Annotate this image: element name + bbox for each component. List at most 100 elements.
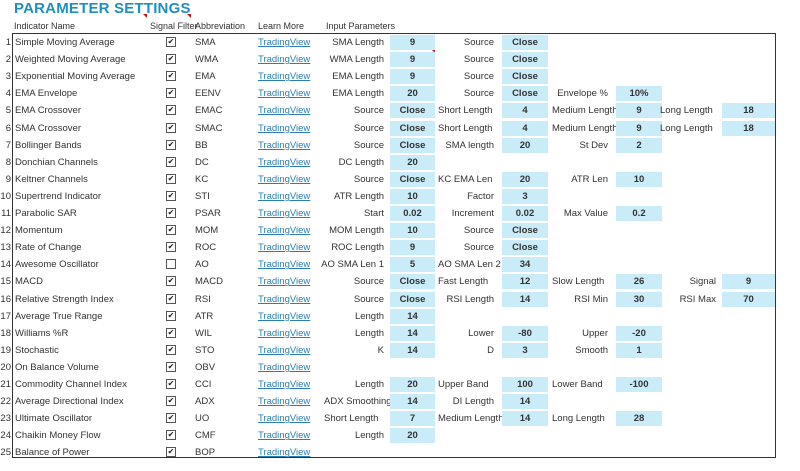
learn-more-link[interactable]: TradingView: [258, 379, 311, 390]
learn-more-link[interactable]: TradingView: [258, 413, 311, 425]
param-value-input[interactable]: Close: [502, 35, 548, 50]
comment-marker[interactable]: [143, 14, 147, 18]
param-value-input[interactable]: Close: [390, 171, 435, 187]
learn-more-link[interactable]: TradingView: [258, 361, 311, 373]
param-value-input[interactable]: 4: [502, 103, 548, 119]
signal-filter-checkbox[interactable]: ✔: [166, 327, 176, 338]
param-value-input[interactable]: 34: [502, 257, 548, 273]
signal-filter-checkbox[interactable]: ✔: [166, 54, 176, 65]
learn-more-link[interactable]: TradingView: [258, 122, 311, 134]
param-value-input[interactable]: 28: [616, 411, 662, 427]
learn-more-link[interactable]: TradingView: [258, 396, 311, 408]
param-value-input[interactable]: -80: [502, 325, 548, 341]
learn-more-link[interactable]: TradingView: [258, 344, 311, 356]
param-value-input[interactable]: 14: [390, 394, 435, 410]
signal-filter-checkbox[interactable]: ✔: [166, 225, 176, 236]
param-value-input[interactable]: 10: [390, 188, 435, 204]
learn-more-link[interactable]: TradingView: [258, 88, 311, 100]
param-value-input[interactable]: 0.02: [390, 206, 435, 221]
param-value-input[interactable]: 26: [616, 274, 662, 290]
learn-more-link[interactable]: TradingView: [258, 310, 311, 322]
learn-more-link[interactable]: TradingView: [258, 225, 311, 237]
param-value-input[interactable]: 100: [502, 377, 548, 392]
param-value-input[interactable]: 0.2: [616, 206, 662, 221]
param-value-input[interactable]: 18: [722, 120, 775, 136]
comment-marker[interactable]: [187, 14, 191, 18]
learn-more-link[interactable]: TradingView: [258, 37, 311, 48]
param-value-input[interactable]: 20: [390, 86, 435, 102]
param-value-input[interactable]: 14: [502, 411, 548, 427]
param-value-input[interactable]: 5: [390, 257, 435, 273]
param-value-input[interactable]: 70: [722, 291, 775, 307]
learn-more-link[interactable]: TradingView: [258, 156, 311, 168]
param-value-input[interactable]: 14: [502, 394, 548, 410]
signal-filter-checkbox[interactable]: ✔: [166, 122, 176, 133]
param-value-input[interactable]: 14: [390, 325, 435, 341]
param-value-input[interactable]: 20: [502, 137, 548, 153]
learn-more-link[interactable]: TradingView: [258, 105, 311, 117]
param-value-input[interactable]: 14: [502, 291, 548, 307]
learn-more-link[interactable]: TradingView: [258, 208, 311, 219]
param-value-input[interactable]: Close: [502, 52, 548, 68]
param-value-input[interactable]: 9: [390, 52, 435, 68]
param-value-input[interactable]: 14: [390, 342, 435, 358]
param-value-input[interactable]: 20: [390, 377, 435, 392]
comment-marker[interactable]: [431, 49, 435, 53]
signal-filter-checkbox[interactable]: ✔: [166, 208, 176, 218]
signal-filter-checkbox[interactable]: ✔: [166, 413, 176, 424]
learn-more-link[interactable]: TradingView: [258, 447, 311, 459]
param-value-input[interactable]: Close: [502, 69, 548, 85]
signal-filter-checkbox[interactable]: ✔: [166, 310, 176, 321]
signal-filter-checkbox[interactable]: ✔: [166, 293, 176, 304]
param-value-input[interactable]: 4: [502, 120, 548, 136]
learn-more-link[interactable]: TradingView: [258, 139, 311, 151]
learn-more-link[interactable]: TradingView: [258, 71, 311, 83]
signal-filter-checkbox[interactable]: ✔: [166, 276, 176, 287]
signal-filter-checkbox[interactable]: ✔: [166, 344, 176, 355]
param-value-input[interactable]: 12: [502, 274, 548, 290]
signal-filter-checkbox[interactable]: ✔: [166, 105, 176, 116]
signal-filter-checkbox[interactable]: ✔: [166, 173, 176, 184]
param-value-input[interactable]: 20: [502, 171, 548, 187]
signal-filter-checkbox[interactable]: ✔: [166, 430, 176, 441]
signal-filter-checkbox[interactable]: ✔: [166, 447, 176, 458]
param-value-input[interactable]: Close: [502, 240, 548, 256]
param-value-input[interactable]: -20: [616, 325, 662, 341]
learn-more-link[interactable]: TradingView: [258, 242, 311, 254]
param-value-input[interactable]: 10%: [616, 86, 662, 102]
learn-more-link[interactable]: TradingView: [258, 190, 311, 202]
param-value-input[interactable]: 1: [616, 342, 662, 358]
signal-filter-checkbox[interactable]: ✔: [166, 139, 176, 150]
param-value-input[interactable]: Close: [390, 137, 435, 153]
signal-filter-checkbox[interactable]: ✔: [166, 361, 176, 372]
param-value-input[interactable]: 7: [390, 411, 435, 427]
signal-filter-checkbox[interactable]: ✔: [166, 37, 176, 47]
param-value-input[interactable]: 9: [390, 69, 435, 85]
param-value-input[interactable]: 14: [390, 308, 435, 324]
param-value-input[interactable]: 9: [390, 240, 435, 256]
learn-more-link[interactable]: TradingView: [258, 276, 311, 288]
param-value-input[interactable]: 18: [722, 103, 775, 119]
param-value-input[interactable]: Close: [390, 120, 435, 136]
param-value-input[interactable]: 9: [390, 35, 435, 50]
param-value-input[interactable]: 3: [502, 188, 548, 204]
param-value-input[interactable]: 9: [616, 120, 662, 136]
param-value-input[interactable]: 20: [390, 154, 435, 170]
learn-more-link[interactable]: TradingView: [258, 54, 311, 66]
param-value-input[interactable]: 30: [616, 291, 662, 307]
param-value-input[interactable]: 10: [616, 171, 662, 187]
param-value-input[interactable]: Close: [390, 291, 435, 307]
param-value-input[interactable]: Close: [390, 274, 435, 290]
param-value-input[interactable]: 3: [502, 342, 548, 358]
signal-filter-checkbox[interactable]: ✔: [166, 71, 176, 82]
signal-filter-checkbox[interactable]: ✔: [166, 156, 176, 167]
signal-filter-checkbox[interactable]: ✔: [166, 190, 176, 201]
learn-more-link[interactable]: TradingView: [258, 173, 311, 185]
param-value-input[interactable]: Close: [390, 103, 435, 119]
param-value-input[interactable]: 10: [390, 223, 435, 239]
param-value-input[interactable]: 0.02: [502, 206, 548, 221]
signal-filter-checkbox[interactable]: ✔: [166, 379, 176, 389]
param-value-input[interactable]: 20: [390, 428, 435, 444]
signal-filter-checkbox[interactable]: ✔: [166, 396, 176, 407]
learn-more-link[interactable]: TradingView: [258, 430, 311, 442]
